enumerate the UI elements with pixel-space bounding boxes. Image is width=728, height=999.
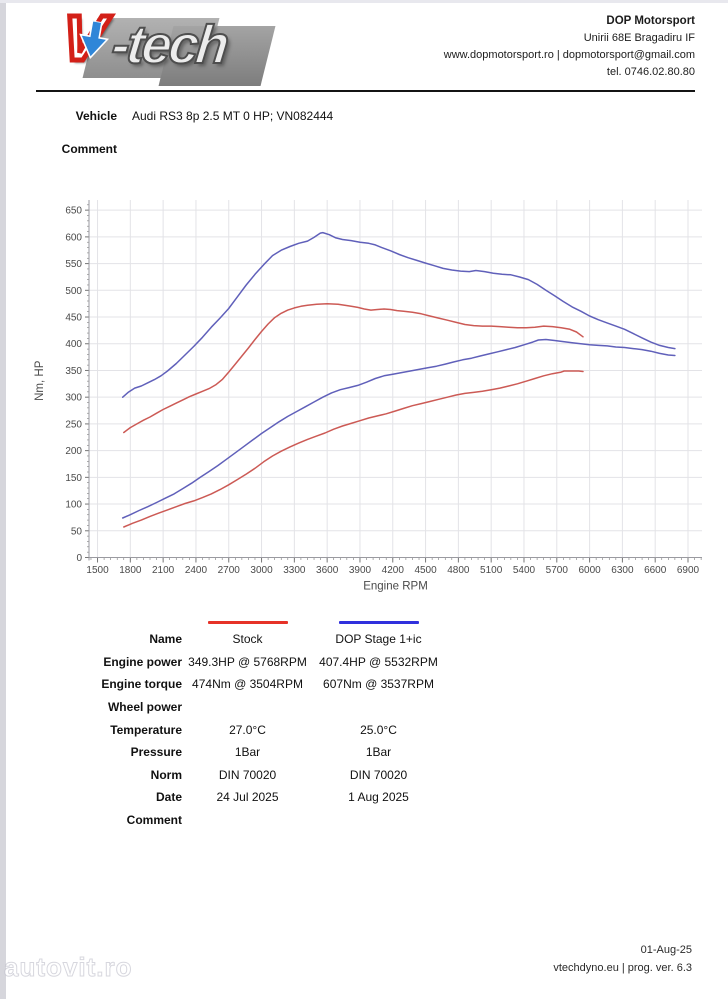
x-tick-label: 5700 <box>546 565 569 576</box>
y-tick-label: 0 <box>76 553 82 564</box>
series-curve <box>123 302 584 434</box>
x-tick-label: 2700 <box>218 565 241 576</box>
stock-engine-torque: 474Nm @ 3504RPM <box>192 677 303 692</box>
legend-swatch-dop <box>338 621 419 624</box>
row-label: Norm <box>150 767 182 782</box>
x-tick-label: 5400 <box>513 565 536 576</box>
series-curve <box>121 338 676 519</box>
x-tick-label: 4500 <box>414 565 437 576</box>
header-divider <box>36 90 695 92</box>
legend-swatch-stock <box>207 621 288 624</box>
stock-date: 24 Jul 2025 <box>216 790 279 805</box>
row-label: Name <box>149 632 182 647</box>
page-edge <box>0 0 6 999</box>
vtech-logo: V -tech <box>38 0 276 88</box>
y-tick-label: 250 <box>65 419 82 430</box>
dyno-chart: 1500 1800 2100 2400 2700 3000 3300 3600 3900 4200… <box>30 182 710 602</box>
autovit-watermark: autovit.ro <box>3 952 133 983</box>
y-tick-label: 100 <box>65 500 82 511</box>
y-tick-label: 450 <box>65 313 82 324</box>
footer-app-version: vtechdyno.eu | prog. ver. 6.3 <box>553 962 692 974</box>
row-label: Engine power <box>103 654 182 669</box>
shop-web-email: www.dopmotorsport.ro | dopmotorsport@gma… <box>443 49 695 61</box>
stock-engine-power: 349.3HP @ 5768RPM <box>188 654 307 669</box>
dyno-chart-svg: 1500 1800 2100 2400 2700 3000 3300 3600 3900 4200… <box>34 200 702 593</box>
x-tick-label: 2100 <box>152 565 175 576</box>
row-label: Wheel power <box>107 700 182 715</box>
row-label: Comment <box>126 813 182 828</box>
stock-comment <box>182 809 313 832</box>
x-tick-label: 6900 <box>677 565 700 576</box>
y-tick-label: 200 <box>65 446 82 457</box>
footer-block: 01-Aug-25 vtechdyno.eu | prog. ver. 6.3 <box>553 941 692 977</box>
x-tick-label: 4200 <box>382 565 405 576</box>
stock-name: Stock <box>232 632 263 647</box>
y-tick-label: 150 <box>65 473 82 484</box>
stock-norm: DIN 70020 <box>218 767 277 782</box>
page-edge-top <box>0 0 728 3</box>
x-tick-label: 6600 <box>644 565 667 576</box>
y-tick-label: 50 <box>71 526 83 537</box>
dop-engine-torque: 607Nm @ 3537RPM <box>323 677 434 692</box>
x-tick-label: 2400 <box>185 565 208 576</box>
vehicle-label: Vehicle <box>75 109 117 123</box>
x-axis-title: Engine RPM <box>363 581 428 593</box>
logo-text-tech: -tech <box>108 14 230 76</box>
x-tick-label: 3600 <box>316 565 339 576</box>
dop-name: DOP Stage 1+ic <box>335 632 422 647</box>
x-tick-label: 3900 <box>349 565 372 576</box>
dop-comment <box>313 809 444 832</box>
vehicle-value: Audi RS3 8p 2.5 MT 0 HP; VN082444 <box>132 109 334 123</box>
x-tick-label: 3300 <box>283 565 306 576</box>
y-tick-label: 650 <box>65 206 82 217</box>
x-tick-label: 1500 <box>86 565 109 576</box>
y-axis-title: Nm, HP <box>34 360 46 401</box>
x-tick-label: 5100 <box>480 565 503 576</box>
x-tick-label: 6300 <box>611 565 634 576</box>
down-arrow-icon <box>74 19 111 67</box>
row-label: Pressure <box>130 745 182 760</box>
row-label: Date <box>155 790 182 805</box>
dop-pressure: 1Bar <box>365 745 392 760</box>
comment-label: Comment <box>61 142 117 156</box>
shop-name: DOP Motorsport <box>606 15 695 27</box>
stock-wheel-power <box>182 696 313 719</box>
x-tick-label: 4800 <box>447 565 470 576</box>
y-tick-label: 300 <box>65 393 82 404</box>
y-tick-label: 500 <box>65 286 82 297</box>
series-curve <box>123 370 584 528</box>
shop-phone: tel. 0746.02.80.80 <box>606 66 695 78</box>
shop-contact-block: DOP Motorsport Unirii 68E Bragadiru IF w… <box>444 13 695 81</box>
x-tick-label: 6000 <box>578 565 601 576</box>
y-tick-label: 600 <box>65 232 82 243</box>
dop-temperature: 25.0°C <box>360 722 397 737</box>
y-tick-label: 550 <box>65 259 82 270</box>
dop-engine-power: 407.4HP @ 5532RPM <box>319 654 438 669</box>
dop-date: 1 Aug 2025 <box>348 790 409 805</box>
x-tick-label: 1800 <box>119 565 142 576</box>
x-tick-label: 3000 <box>250 565 273 576</box>
legend-spacer <box>0 612 182 628</box>
results-table: Name Stock DOP Stage 1+ic Engine power 3… <box>0 612 470 831</box>
series-curve <box>121 231 676 398</box>
row-label: Engine torque <box>101 677 182 692</box>
dop-wheel-power <box>313 696 444 719</box>
footer-date: 01-Aug-25 <box>640 944 692 956</box>
row-label: Temperature <box>110 722 182 737</box>
y-tick-label: 400 <box>65 339 82 350</box>
shop-address: Unirii 68E Bragadiru IF <box>583 32 695 44</box>
y-tick-label: 350 <box>65 366 82 377</box>
stock-temperature: 27.0°C <box>229 722 266 737</box>
dop-norm: DIN 70020 <box>349 767 408 782</box>
stock-pressure: 1Bar <box>234 745 261 760</box>
